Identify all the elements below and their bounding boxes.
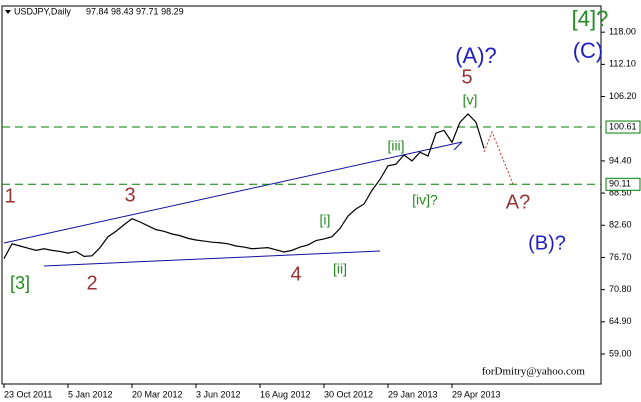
trend-line [453,141,463,151]
projection [483,130,514,185]
level-label: 90.11 [609,179,631,189]
trend-line [3,141,463,244]
ohlc: 97.84 98.43 97.71 98.29 [86,6,184,16]
wave-label: A? [506,191,530,213]
symbol: USDJPY,Daily [14,6,71,16]
x-tick-label: 5 Jan 2012 [68,389,113,399]
footer: forDmitry@yahoo.com [482,366,586,378]
y-tick-label: 70.80 [609,284,632,294]
wave-label: [3] [10,273,30,293]
y-tick-label: 82.60 [609,220,632,230]
wave-label: 2 [86,272,97,294]
wave-label: (A)? [455,43,497,68]
wave-label: [iv]? [412,192,438,208]
x-tick-label: 3 Jun 2012 [196,389,241,399]
wave-label: 1 [4,185,15,207]
wave-label: 5 [461,66,472,88]
y-tick-label: 106.20 [609,91,637,101]
level-box [605,120,641,134]
x-tick-label: 29 Apr 2013 [452,389,501,399]
plot-frame [1,5,602,385]
price-line [3,113,485,259]
y-tick-label: 94.40 [609,155,632,165]
menu-triangle [5,10,11,14]
level-label: 100.61 [609,121,637,131]
wave-label: 3 [124,184,135,206]
y-tick-label: 64.90 [609,316,632,326]
y-tick-label: 118.00 [609,27,636,37]
wave-label: [iii] [387,138,404,154]
y-tick-label: 59.00 [609,348,632,358]
wave-label: [4]? [572,6,609,31]
wave-label: [i] [320,212,331,228]
y-tick-label: 76.70 [609,252,632,262]
level-box [605,177,641,191]
x-tick-label: 20 Mar 2012 [132,389,183,399]
wave-label: [ii] [333,261,347,277]
x-tick-label: 29 Jan 2013 [388,389,438,399]
y-tick-label: 112.10 [609,59,636,69]
y-tick-label: 88.50 [609,187,632,197]
x-tick-label: 30 Oct 2012 [324,389,373,399]
wave-label: (C) [573,38,604,63]
wave-label: 4 [290,263,301,285]
wave-label: [v] [463,92,478,108]
wave-label: (B)? [528,232,566,254]
trend-line [43,250,381,267]
x-tick-label: 23 Oct 2011 [4,389,52,399]
x-tick-label: 16 Aug 2012 [260,389,311,399]
